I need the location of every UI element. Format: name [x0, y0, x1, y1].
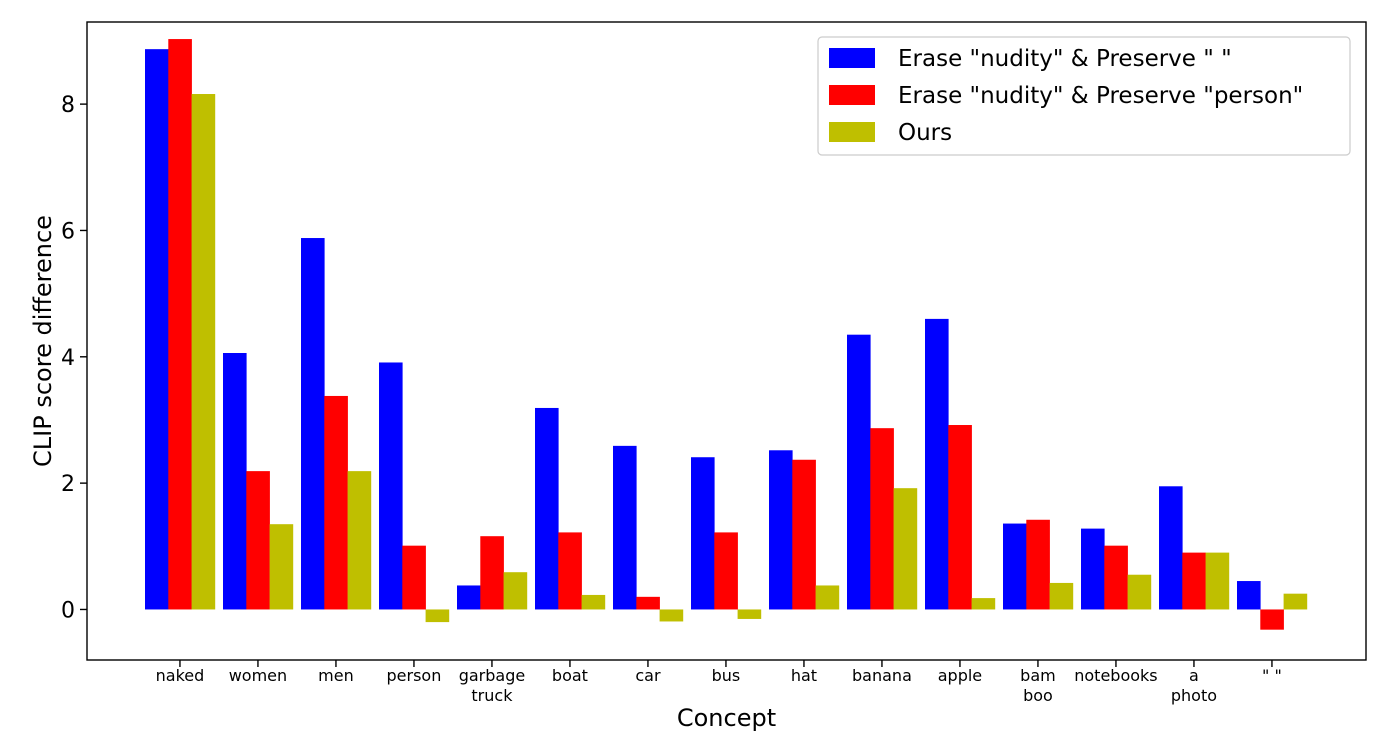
- x-tick-label: car: [635, 666, 661, 685]
- x-tick-label-line: photo: [1171, 686, 1217, 705]
- x-tick-label-line: women: [229, 666, 287, 685]
- bar-series-2-cat-7: [737, 609, 762, 619]
- bar-series-2-cat-12: [1127, 574, 1152, 610]
- bar-series-2-cat-2: [347, 471, 372, 610]
- y-tick-label: 4: [61, 346, 75, 371]
- bar-series-2-cat-11: [1049, 582, 1074, 610]
- bar-series-1-cat-6: [636, 596, 660, 610]
- bar-series-1-cat-5: [558, 532, 582, 610]
- y-tick-label: 2: [61, 472, 75, 497]
- bar-series-1-cat-8: [792, 459, 816, 610]
- x-tick-label: women: [229, 666, 287, 685]
- x-tick-label-line: truck: [471, 686, 513, 705]
- bar-series-1-cat-13: [1182, 552, 1206, 610]
- bar-series-1-cat-3: [402, 545, 426, 610]
- x-tick-label-line: car: [635, 666, 661, 685]
- x-tick-label-line: boat: [552, 666, 588, 685]
- x-tick-label: apple: [938, 666, 982, 685]
- bar-series-2-cat-3: [425, 609, 450, 623]
- x-tick-label: boat: [552, 666, 588, 685]
- bar-series-2-cat-0: [191, 94, 216, 610]
- bar-series-1-cat-9: [870, 428, 894, 610]
- legend-label-0: Erase "nudity" & Preserve " ": [898, 46, 1232, 72]
- legend: Erase "nudity" & Preserve " " Erase "nudi…: [817, 36, 1351, 156]
- y-axis: 0 2 4 6 8: [61, 93, 87, 623]
- bar-series-0-cat-7: [691, 457, 715, 610]
- bar-series-0-cat-2: [301, 238, 325, 610]
- legend-label-2: Ours: [898, 120, 952, 146]
- x-tick-label-line: bus: [712, 666, 741, 685]
- x-tick-label: notebooks: [1074, 666, 1157, 685]
- bar-series-0-cat-14: [1237, 581, 1261, 610]
- y-tick-label: 6: [61, 219, 75, 244]
- bars-group: [145, 39, 1308, 630]
- x-tick-label: bam boo: [1020, 666, 1056, 705]
- legend-box: [817, 36, 1351, 156]
- bar-series-1-cat-11: [1026, 519, 1050, 610]
- x-tick-label-line: notebooks: [1074, 666, 1157, 685]
- bar-series-1-cat-1: [246, 471, 270, 610]
- bar-series-2-cat-9: [893, 488, 918, 610]
- x-tick-label-line: naked: [156, 666, 205, 685]
- bar-series-0-cat-13: [1159, 486, 1183, 610]
- bar-series-2-cat-6: [659, 609, 684, 622]
- y-tick-label: 0: [61, 598, 75, 623]
- y-tick-label: 8: [61, 93, 75, 118]
- bar-series-2-cat-10: [971, 598, 996, 610]
- x-tick-label-line: " ": [1262, 666, 1282, 685]
- bar-series-1-cat-2: [324, 395, 348, 610]
- x-tick-label: " ": [1262, 666, 1282, 685]
- x-tick-label-line: hat: [791, 666, 817, 685]
- x-tick-label-line: men: [318, 666, 354, 685]
- bar-series-2-cat-4: [503, 572, 528, 610]
- bar-series-2-cat-13: [1205, 552, 1230, 610]
- bar-series-0-cat-5: [535, 407, 559, 610]
- bar-series-0-cat-3: [379, 362, 403, 610]
- x-tick-label: bus: [712, 666, 741, 685]
- bar-series-2-cat-8: [815, 585, 840, 610]
- x-tick-label: banana: [852, 666, 912, 685]
- bar-series-2-cat-1: [269, 524, 294, 610]
- bar-series-1-cat-0: [168, 39, 192, 610]
- x-tick-label-line: apple: [938, 666, 982, 685]
- bar-series-1-cat-12: [1104, 545, 1128, 610]
- bar-series-1-cat-7: [714, 532, 738, 610]
- bar-series-1-cat-4: [480, 536, 504, 610]
- bar-series-1-cat-14: [1260, 609, 1284, 630]
- x-tick-label: a photo: [1171, 666, 1217, 705]
- bar-series-0-cat-4: [457, 585, 481, 610]
- x-tick-label: naked: [156, 666, 205, 685]
- bar-series-0-cat-6: [613, 445, 637, 610]
- x-axis: naked women men person garbage truck boat car bu…: [156, 660, 1282, 705]
- bar-series-0-cat-10: [925, 318, 949, 610]
- bar-series-2-cat-5: [581, 594, 606, 610]
- legend-swatch-0: [829, 48, 875, 68]
- bar-series-0-cat-8: [769, 450, 793, 610]
- x-tick-label-line: banana: [852, 666, 912, 685]
- x-tick-label-line: a: [1189, 666, 1199, 685]
- bar-series-2-cat-14: [1283, 593, 1308, 610]
- legend-swatch-1: [829, 85, 875, 105]
- y-axis-title: CLIP score difference: [29, 215, 57, 467]
- x-tick-label: person: [387, 666, 442, 685]
- legend-label-1: Erase "nudity" & Preserve "person": [898, 83, 1303, 109]
- x-tick-label-line: bam: [1020, 666, 1056, 685]
- x-tick-label-line: boo: [1023, 686, 1053, 705]
- x-axis-title: Concept: [677, 704, 776, 732]
- bar-series-0-cat-1: [223, 353, 247, 610]
- x-tick-label: hat: [791, 666, 817, 685]
- bar-series-0-cat-0: [145, 49, 169, 610]
- x-tick-label-line: person: [387, 666, 442, 685]
- x-tick-label: men: [318, 666, 354, 685]
- x-tick-label: garbage truck: [459, 666, 526, 705]
- bar-series-0-cat-12: [1081, 528, 1105, 610]
- bar-series-0-cat-9: [847, 334, 871, 610]
- bar-series-0-cat-11: [1003, 523, 1027, 610]
- bar-series-1-cat-10: [948, 425, 972, 610]
- x-tick-label-line: garbage: [459, 666, 526, 685]
- legend-swatch-2: [829, 122, 875, 142]
